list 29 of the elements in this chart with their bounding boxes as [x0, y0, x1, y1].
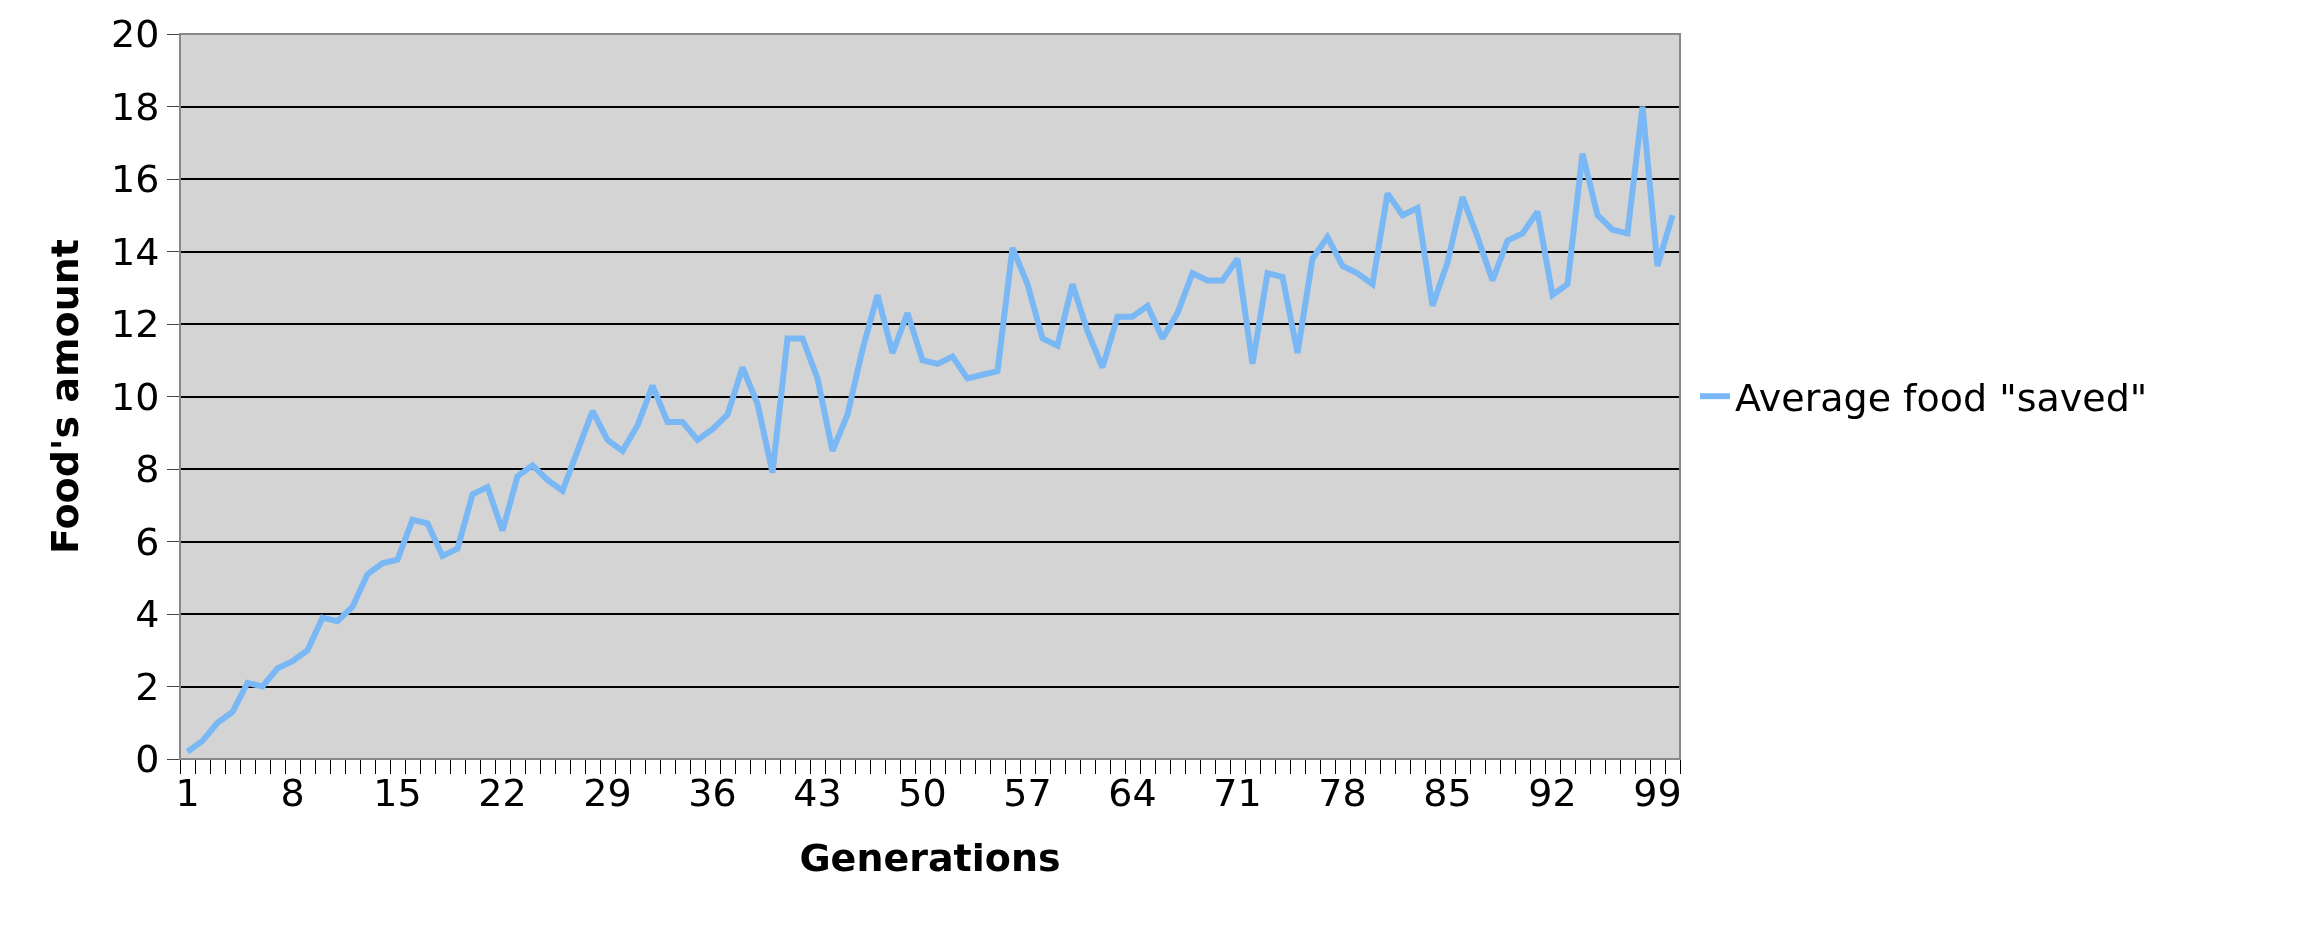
y-tick-label: 14	[111, 229, 160, 274]
y-tick-label: 4	[135, 592, 160, 637]
x-tick-label: 92	[1528, 770, 1577, 815]
y-tick-label: 16	[111, 157, 160, 202]
x-tick-label: 36	[688, 770, 737, 815]
y-tick-label: 8	[135, 447, 160, 492]
x-tick-label: 22	[478, 770, 527, 815]
y-tick-label: 18	[111, 84, 160, 129]
x-tick-label: 78	[1318, 770, 1367, 815]
x-tick-label: 99	[1633, 770, 1682, 815]
x-tick-label: 57	[1003, 770, 1052, 815]
y-tick-label: 0	[135, 737, 160, 782]
x-tick-label: 85	[1423, 770, 1472, 815]
x-tick-label: 8	[280, 770, 305, 815]
y-tick-label: 10	[111, 374, 160, 419]
x-tick-label: 29	[583, 770, 632, 815]
x-tick-label: 71	[1213, 770, 1262, 815]
x-tick-label: 50	[898, 770, 947, 815]
y-axis-title: Food's amount	[43, 239, 88, 554]
y-tick-label: 6	[135, 519, 160, 564]
y-tick-label: 12	[111, 302, 160, 347]
y-tick-label: 2	[135, 664, 160, 709]
x-tick-label: 43	[793, 770, 842, 815]
y-tick-label: 20	[111, 12, 160, 57]
x-axis-title: Generations	[799, 835, 1061, 880]
x-tick-label: 15	[373, 770, 422, 815]
x-tick-label: 64	[1108, 770, 1157, 815]
legend-label: Average food "saved"	[1735, 376, 2148, 421]
x-tick-label: 1	[175, 770, 200, 815]
